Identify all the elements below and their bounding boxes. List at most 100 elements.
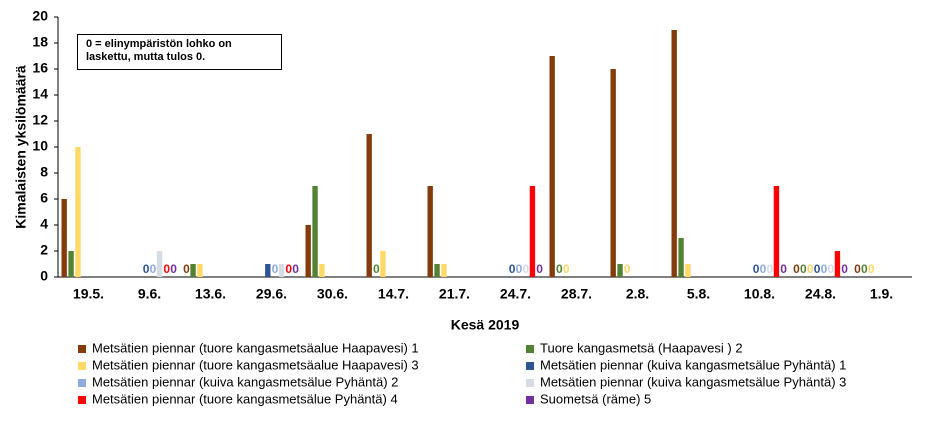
zero-label: 0 [163,262,170,276]
legend-marker [78,396,86,404]
x-tick-label: 1.9. [870,286,893,302]
bar [685,264,691,277]
bar [529,186,536,277]
x-tick-label: 10.8. [744,286,775,302]
bar [75,147,81,277]
zero-label: 0 [814,262,821,276]
zero-label: 0 [821,262,828,276]
legend-label: Metsätien piennar (kuiva kangasmetsälue … [540,357,846,372]
x-tick-label: 9.6. [138,286,161,302]
bar [197,264,203,277]
bar [61,199,67,277]
x-tick-label: 24.7. [500,286,531,302]
legend-marker [78,345,86,353]
x-tick-label: 30.6. [317,286,348,302]
zero-label: 0 [753,262,760,276]
bar [380,251,386,277]
zero-label: 0 [854,262,861,276]
zero-label: 0 [793,262,800,276]
zero-label: 0 [760,262,767,276]
legend-marker [78,362,86,370]
zero-label: 0 [373,262,380,276]
x-tick-label: 29.6. [256,286,287,302]
bar [305,225,311,277]
zero-label: 0 [624,262,631,276]
x-tick-label: 24.8. [805,286,836,302]
zero-label: 0 [841,262,848,276]
y-tick-label: 2 [40,242,48,258]
zero-label: 0 [800,262,807,276]
y-tick-label: 0 [40,268,48,284]
zero-label: 0 [285,262,292,276]
bar [549,56,555,277]
zero-label: 0 [536,262,543,276]
legend-label: Metsätien piennar (kuiva kangasmetsälue … [92,374,398,389]
zero-label: 0 [143,262,150,276]
bar [68,251,74,277]
bar [265,264,271,277]
bar [427,186,433,277]
zero-label: 0 [272,262,279,276]
y-tick-label: 12 [32,112,48,128]
legend-marker [526,396,534,404]
legend-label: Metsätien piennar (kuiva kangasmetsälue … [540,374,846,389]
bar [366,134,372,277]
bar [434,264,440,277]
legend-label: Tuore kangasmetsä (Haapavesi ) 2 [540,340,743,355]
zero-label: 0 [556,262,563,276]
legend-label: Metsätien piennar (tuore kangasmetsäalue… [92,340,419,355]
legend-label: Metsätien piennar (tuore kangasmetsäalue… [92,357,419,372]
legend-marker [526,362,534,370]
y-tick-label: 8 [40,164,48,180]
bar [671,30,677,277]
y-tick-label: 4 [40,216,48,232]
zero-label: 0 [292,262,299,276]
x-axis-title: Kesä 2019 [451,317,520,333]
legend-label: Suometsä (räme) 5 [540,391,651,406]
zero-label: 0 [516,262,523,276]
x-tick-label: 28.7. [561,286,592,302]
bar [617,264,623,277]
x-tick-label: 13.6. [195,286,226,302]
legend-marker [78,379,86,387]
zero-label: 0 [563,262,570,276]
y-axis-title: Kimalaisten yksilömäärä [13,65,29,229]
y-tick-label: 20 [32,8,48,24]
bar [319,264,325,277]
y-tick-label: 16 [32,60,48,76]
zero-label: 0 [170,262,177,276]
y-tick-label: 10 [32,138,48,154]
zero-label: 0 [827,262,834,276]
zero-label: 0 [780,262,787,276]
x-tick-label: 5.8. [687,286,710,302]
legend-marker [526,379,534,387]
zero-label: 0 [766,262,773,276]
bar [610,69,616,277]
zero-label: 0 [183,262,190,276]
bar [773,186,780,277]
zero-label: 0 [509,262,516,276]
bar [312,186,318,277]
y-tick-label: 18 [32,34,48,50]
bar [678,238,684,277]
zero-label: 0 [522,262,529,276]
x-tick-label: 14.7. [378,286,409,302]
zero-label: 0 [861,262,868,276]
legend-marker [526,345,534,353]
legend-label: Metsätien piennar (tuore kangasmetsälue … [92,391,398,406]
bar [441,264,447,277]
zero-label: 0 [150,262,157,276]
bar [190,264,196,277]
y-tick-label: 14 [32,86,48,102]
y-tick-label: 6 [40,190,48,206]
bar [278,264,285,277]
zero-label: 0 [868,262,875,276]
bar [156,251,163,277]
bar [834,251,841,277]
x-tick-label: 19.5. [73,286,104,302]
zero-label: 0 [807,262,814,276]
x-tick-label: 2.8. [626,286,649,302]
annotation: 0 = elinympäristön lohko on laskettu, mu… [77,34,282,70]
